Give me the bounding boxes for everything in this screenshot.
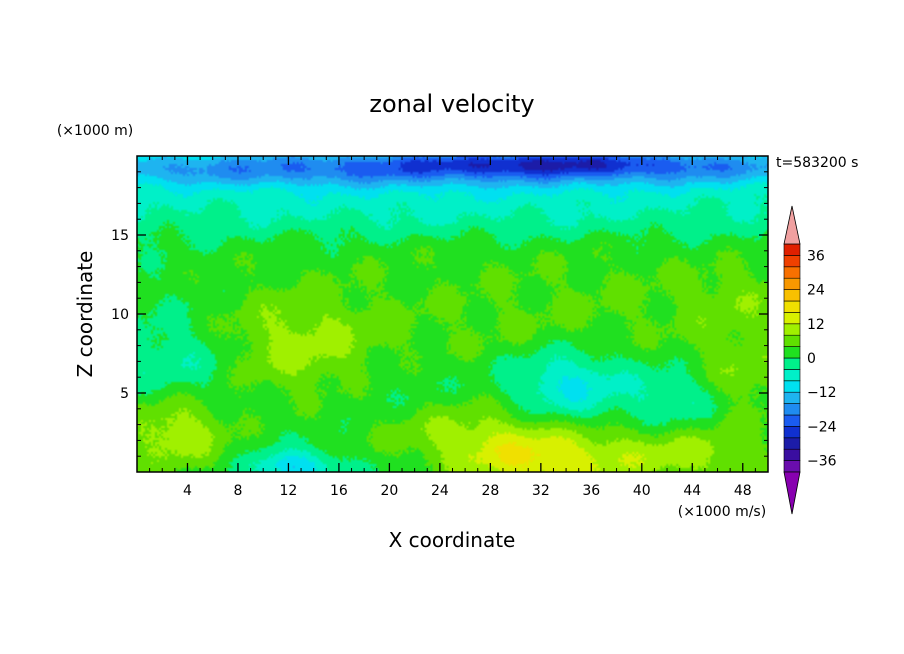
- colorbar-band: [783, 323, 801, 336]
- x-tick-label: 36: [582, 483, 600, 499]
- x-tick-label: 16: [330, 483, 348, 499]
- y-axis-label: Z coordinate: [73, 251, 97, 378]
- x-axis-label: X coordinate: [389, 528, 516, 552]
- colorbar-band: [783, 437, 801, 450]
- x-tick-label: 40: [633, 483, 651, 499]
- colorbar-tick-label: −24: [807, 419, 837, 435]
- y-tick-label: 5: [120, 386, 129, 402]
- colorbar-band: [783, 243, 801, 256]
- colorbar-band: [783, 357, 801, 370]
- x-tick-label: 20: [380, 483, 398, 499]
- colorbar-band: [783, 289, 801, 302]
- x-tick-label: 24: [431, 483, 449, 499]
- colorbar-band: [783, 334, 801, 347]
- colorbar-band: [783, 391, 801, 404]
- colorbar-band: [783, 369, 801, 382]
- x-tick-label: 12: [280, 483, 298, 499]
- colorbar-under-triangle: [783, 471, 801, 515]
- colorbar: 36 24 12 0 −12 −24 −36: [783, 205, 837, 515]
- x-tick-label: 32: [532, 483, 550, 499]
- x-tick-label: 4: [183, 483, 192, 499]
- colorbar-band: [783, 300, 801, 313]
- x-unit-label: (×1000 m/s): [678, 504, 766, 520]
- x-tick-label: 48: [734, 483, 752, 499]
- y-tick-label: 15: [111, 228, 129, 244]
- colorbar-band: [783, 460, 801, 473]
- colorbar-over-triangle: [783, 205, 801, 245]
- y-tick-label: 10: [111, 307, 129, 323]
- colorbar-tick-label: 12: [807, 317, 825, 333]
- y-unit-label: (×1000 m): [57, 123, 133, 139]
- colorbar-tick-label: −36: [807, 454, 837, 470]
- colorbar-tick-label: 36: [807, 248, 825, 264]
- x-tick-label: 28: [481, 483, 499, 499]
- x-axis-ticks: 4 8 12 16 20 24 28 32 36 40 44 48: [149, 156, 756, 499]
- colorbar-band: [783, 255, 801, 268]
- colorbar-band: [783, 403, 801, 416]
- plot-area: [136, 155, 769, 473]
- colorbar-tick-label: 24: [807, 283, 825, 299]
- colorbar-tick-label: 0: [807, 351, 816, 367]
- chart-title: zonal velocity: [369, 90, 534, 118]
- colorbar-band: [783, 266, 801, 279]
- colorbar-tick-label: −12: [807, 385, 837, 401]
- y-axis-ticks: 5 10 15: [111, 171, 768, 457]
- time-label: t=583200 s: [776, 155, 858, 171]
- colorbar-band: [783, 426, 801, 439]
- x-tick-label: 44: [683, 483, 701, 499]
- x-tick-label: 8: [233, 483, 242, 499]
- colorbar-band: [783, 414, 801, 427]
- colorbar-band: [783, 380, 801, 393]
- colorbar-band: [783, 277, 801, 290]
- colorbar-band: [783, 448, 801, 461]
- colorbar-band: [783, 312, 801, 325]
- colorbar-band: [783, 346, 801, 359]
- velocity-field: [137, 156, 768, 472]
